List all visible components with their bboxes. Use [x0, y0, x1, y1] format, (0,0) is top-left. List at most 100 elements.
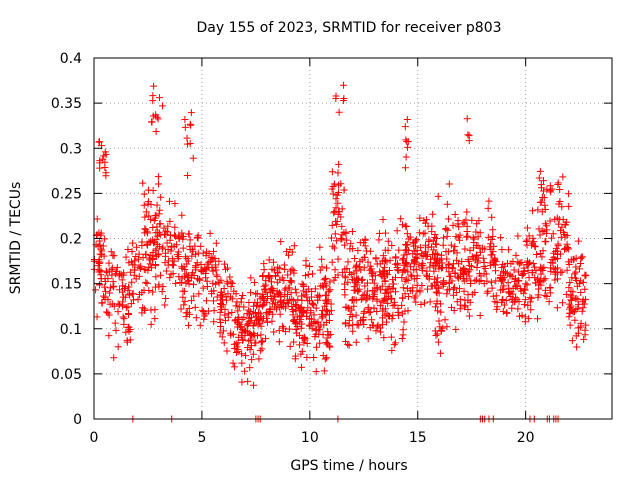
data-point	[439, 241, 447, 249]
data-point	[110, 354, 118, 362]
data-point	[284, 290, 292, 298]
data-point	[173, 251, 181, 259]
data-point	[159, 283, 167, 291]
data-point	[172, 279, 180, 287]
data-point	[154, 173, 162, 181]
data-point	[434, 307, 442, 315]
data-point	[422, 252, 430, 260]
data-point	[384, 237, 392, 245]
data-point	[238, 359, 246, 367]
data-point	[281, 328, 289, 336]
data-point	[460, 270, 468, 278]
data-point	[101, 274, 109, 282]
data-point	[417, 300, 425, 308]
data-point	[574, 300, 582, 308]
data-point	[465, 312, 473, 320]
data-point	[259, 293, 267, 301]
data-point	[489, 292, 497, 300]
data-point	[385, 283, 393, 291]
data-point	[443, 323, 451, 331]
data-point	[404, 138, 412, 146]
data-point	[193, 259, 201, 267]
data-point	[300, 282, 308, 290]
data-point	[146, 260, 154, 268]
data-point	[228, 308, 236, 316]
data-point	[349, 296, 357, 304]
data-point	[152, 245, 160, 253]
data-point	[259, 272, 267, 280]
data-point	[224, 310, 232, 318]
data-point	[327, 330, 335, 338]
data-point	[202, 269, 210, 277]
data-point	[434, 274, 442, 282]
data-point	[340, 95, 348, 103]
data-point	[264, 292, 272, 300]
data-point	[434, 284, 442, 292]
data-point	[416, 214, 424, 222]
data-point	[149, 112, 157, 120]
data-point	[194, 234, 202, 242]
data-point	[286, 342, 294, 350]
data-point	[238, 336, 246, 344]
data-point	[120, 269, 128, 277]
data-point	[152, 273, 160, 281]
data-point	[169, 270, 177, 278]
data-point	[558, 299, 566, 307]
data-point	[368, 316, 376, 324]
data-point	[104, 309, 112, 317]
data-point	[412, 298, 420, 306]
data-point	[432, 241, 440, 249]
data-point	[122, 328, 130, 336]
data-point	[290, 297, 298, 305]
data-point	[140, 201, 148, 209]
data-point	[535, 174, 543, 182]
data-point	[557, 227, 565, 235]
data-point	[359, 317, 367, 325]
data-point	[430, 267, 438, 275]
data-point	[268, 278, 276, 286]
data-point	[342, 236, 350, 244]
data-point	[228, 295, 236, 303]
data-point	[432, 240, 440, 248]
data-point	[401, 267, 409, 275]
data-point	[140, 190, 148, 198]
data-point	[311, 333, 319, 341]
data-point	[464, 256, 472, 264]
data-point	[468, 216, 476, 224]
data-point	[218, 305, 226, 313]
data-point	[125, 327, 133, 335]
data-point	[505, 289, 513, 297]
data-point	[319, 312, 327, 320]
data-point	[347, 240, 355, 248]
data-point	[445, 180, 453, 188]
data-point	[270, 328, 278, 336]
data-point	[170, 257, 178, 265]
data-point	[373, 323, 381, 331]
data-point	[377, 328, 385, 336]
data-point	[511, 277, 519, 285]
data-point	[198, 306, 206, 314]
data-point	[434, 338, 442, 346]
data-point	[326, 310, 334, 318]
data-point	[529, 234, 537, 242]
data-point	[278, 274, 286, 282]
data-point	[133, 243, 141, 251]
data-point	[108, 300, 116, 308]
data-point	[510, 266, 518, 274]
data-point	[397, 215, 405, 223]
data-point	[359, 276, 367, 284]
data-point	[119, 313, 127, 321]
data-point	[316, 243, 324, 251]
x-tick-label: 0	[90, 430, 99, 446]
y-tick-label: 0.3	[60, 141, 82, 157]
data-point	[178, 274, 186, 282]
data-point	[140, 286, 148, 294]
data-point	[276, 291, 284, 299]
data-point	[135, 272, 143, 280]
data-point	[196, 321, 204, 329]
data-point	[450, 285, 458, 293]
data-point	[476, 248, 484, 256]
data-point	[465, 132, 473, 140]
data-point	[364, 287, 372, 295]
data-point	[511, 298, 519, 306]
